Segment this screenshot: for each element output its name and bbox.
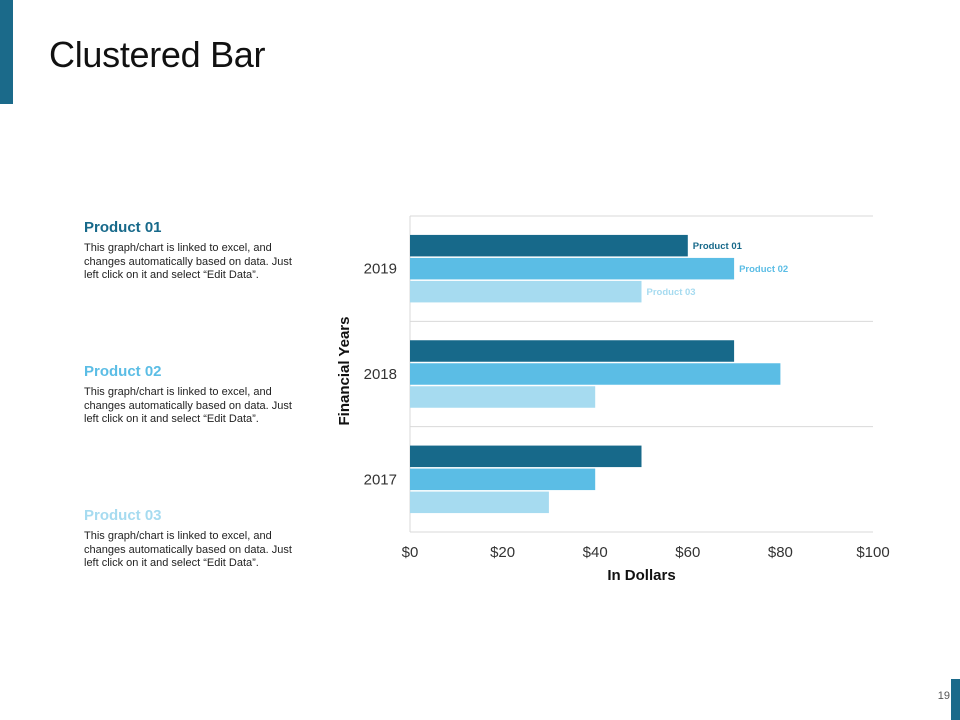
y-tick-label-2018: 2018: [364, 366, 397, 383]
bar-product-03-2017: [410, 491, 549, 514]
bar-product-03-2019: [410, 280, 642, 303]
product-03-description: This graph/chart is linked to excel, and…: [84, 530, 292, 569]
bar-product-02-2019: [410, 257, 735, 280]
data-label-product-01: Product 01: [693, 241, 743, 252]
data-label-product-02: Product 02: [739, 264, 788, 275]
y-axis-title: Financial Years: [336, 317, 353, 426]
product-01-description: This graph/chart is linked to excel, and…: [84, 242, 292, 281]
bar-product-02-2017: [410, 468, 596, 491]
product-01-block: Product 01 This graph/chart is linked to…: [84, 219, 324, 283]
x-tick-label: $80: [768, 544, 793, 561]
slide-title: Clustered Bar: [49, 34, 266, 75]
bar-product-03-2018: [410, 386, 596, 408]
x-tick-label: $0: [402, 544, 419, 561]
bar-product-01-2019: [410, 234, 688, 257]
bar-product-02-2018: [410, 363, 781, 385]
x-tick-label: $60: [675, 544, 700, 561]
product-03-heading: Product 03: [84, 507, 162, 524]
bar-product-01-2018: [410, 340, 735, 362]
x-tick-label: $100: [856, 544, 889, 561]
bar-product-01-2017: [410, 445, 642, 468]
product-01-heading: Product 01: [84, 219, 162, 236]
y-tick-label-2019: 2019: [364, 261, 397, 278]
product-02-heading: Product 02: [84, 363, 162, 380]
accent-bar-top: [0, 0, 13, 104]
y-tick-label-2017: 2017: [364, 471, 397, 488]
x-tick-label: $20: [490, 544, 515, 561]
product-03-block: Product 03 This graph/chart is linked to…: [84, 507, 324, 571]
x-axis-title: In Dollars: [607, 567, 675, 584]
page-number: 19: [937, 690, 950, 702]
product-02-description: This graph/chart is linked to excel, and…: [84, 386, 292, 425]
x-tick-label: $40: [583, 544, 608, 561]
data-label-product-03: Product 03: [647, 287, 696, 298]
product-02-block: Product 02 This graph/chart is linked to…: [84, 363, 324, 427]
accent-bar-bottom: [951, 679, 960, 720]
